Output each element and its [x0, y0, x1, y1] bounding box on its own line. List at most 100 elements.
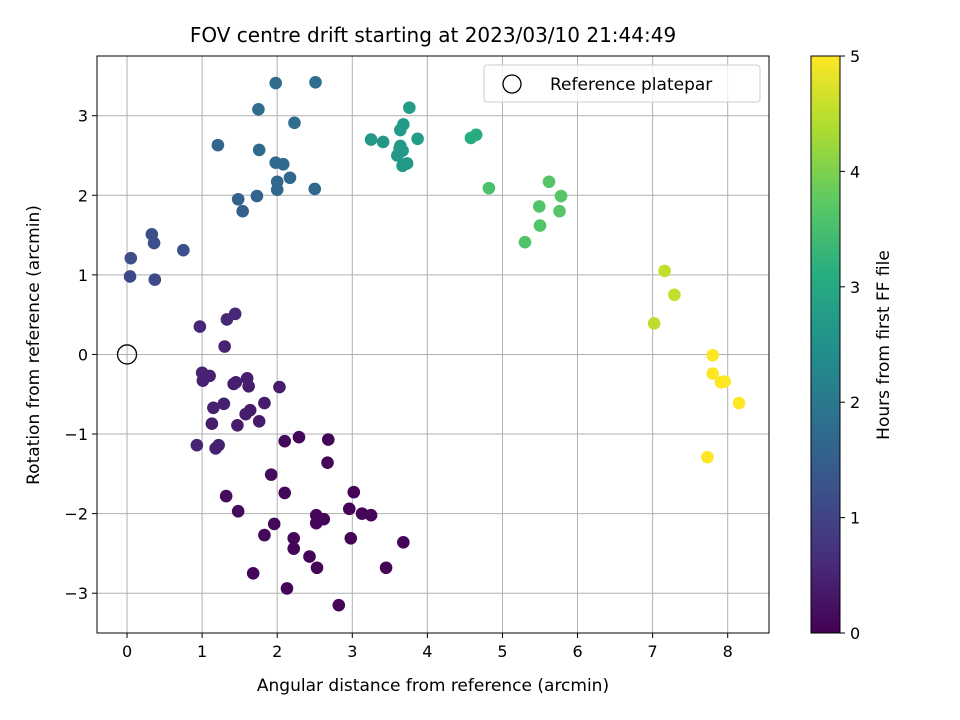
- scatter-point: [396, 144, 409, 158]
- legend: Reference platepar: [483, 64, 761, 103]
- x-tick-label: 8: [723, 642, 733, 661]
- scatter-point: [229, 376, 243, 389]
- chart-title: FOV centre drift starting at 2023/03/10 …: [190, 23, 676, 47]
- reference-marker: [116, 344, 138, 365]
- scatter-point: [211, 138, 225, 152]
- x-tick-label: 4: [422, 642, 432, 661]
- scatter-point: [252, 103, 265, 116]
- scatter-point: [309, 75, 322, 89]
- scatter-point: [718, 375, 732, 388]
- y-axis-label: Rotation from reference (arcmin): [24, 205, 44, 485]
- scatter-point: [287, 542, 301, 555]
- scatter-point: [647, 317, 661, 330]
- scatter-point: [658, 264, 671, 278]
- x-tick-label: 2: [272, 642, 282, 661]
- scatter-point: [321, 433, 335, 446]
- colorbar-label: Hours from first FF file: [874, 250, 894, 440]
- scatter-point: [287, 531, 301, 545]
- y-tick-label: 0: [78, 345, 88, 364]
- scatter-point: [276, 157, 290, 171]
- y-tick-label: −3: [64, 584, 88, 603]
- scatter-point: [252, 415, 266, 428]
- scatter-point: [212, 438, 225, 452]
- scatter-point: [273, 380, 286, 394]
- x-tick-label: 1: [197, 642, 207, 661]
- x-tick-label: 6: [572, 642, 582, 661]
- scatter-point: [292, 430, 306, 444]
- scatter-point: [308, 182, 322, 196]
- scatter-point: [364, 508, 378, 522]
- scatter-point: [469, 128, 483, 142]
- scatter-point: [283, 171, 297, 185]
- scatter-point: [554, 189, 568, 203]
- scatter-point: [258, 396, 271, 410]
- scatter-point: [364, 133, 378, 146]
- colorbar-ticks: 0 1 2 3 4 5: [840, 47, 860, 643]
- colorbar-tick-label: 2: [850, 393, 860, 412]
- scatter-point: [332, 598, 346, 612]
- scatter-point: [542, 175, 556, 189]
- scatter-point: [124, 251, 138, 265]
- scatter-point: [205, 417, 219, 430]
- scatter-point: [706, 348, 719, 362]
- scatter-point: [400, 157, 414, 170]
- scatter-point: [193, 320, 207, 333]
- colorbar-tick-label: 4: [850, 162, 860, 181]
- legend-box: [483, 64, 761, 103]
- scatter-point: [177, 243, 190, 257]
- scatter-point: [148, 273, 162, 286]
- scatter-point: [397, 535, 410, 549]
- scatter-point: [278, 486, 292, 500]
- scatter-point: [190, 438, 204, 452]
- scatter-point: [207, 401, 220, 415]
- scatter-point: [288, 116, 301, 130]
- scatter-point: [701, 450, 714, 464]
- scatter-point: [239, 407, 252, 421]
- scatter-point: [246, 567, 260, 580]
- scatter-point: [342, 502, 356, 516]
- y-axis-ticks: −3 −2 −1 0 1 2 3: [64, 107, 97, 603]
- x-tick-label: 3: [347, 642, 357, 661]
- scatter-point: [258, 528, 271, 542]
- data-points: [123, 75, 746, 612]
- x-tick-label: 7: [648, 642, 658, 661]
- scatter-point: [732, 396, 746, 410]
- scatter-point: [231, 192, 245, 206]
- y-tick-label: −2: [64, 505, 88, 524]
- scatter-point: [123, 270, 137, 283]
- scatter-point: [240, 372, 254, 385]
- y-tick-label: 2: [78, 186, 88, 205]
- reference-point-marker: [116, 344, 138, 365]
- scatter-point: [231, 418, 244, 432]
- scatter-point: [203, 369, 216, 383]
- colorbar-tick-label: 1: [850, 509, 860, 528]
- scatter-point: [303, 550, 316, 563]
- colorbar-tick-label: 5: [850, 47, 860, 66]
- scatter-point: [706, 367, 719, 380]
- scatter-point: [267, 517, 281, 531]
- scatter-point: [347, 485, 361, 499]
- scatter-point: [533, 219, 547, 232]
- scatter-point: [532, 200, 546, 213]
- colorbar: [810, 55, 841, 634]
- x-tick-label: 0: [122, 642, 132, 661]
- y-tick-label: −1: [64, 425, 88, 444]
- scatter-point: [310, 561, 324, 575]
- scatter-point: [379, 561, 393, 575]
- scatter-point: [553, 204, 566, 218]
- scatter-point: [321, 456, 334, 469]
- legend-label: Reference platepar: [550, 75, 712, 95]
- colorbar-tick-label: 0: [850, 624, 860, 643]
- scatter-point: [264, 468, 278, 481]
- colorbar-tick-label: 3: [850, 278, 860, 297]
- y-tick-label: 3: [78, 107, 88, 126]
- scatter-point: [145, 227, 159, 241]
- scatter-point: [376, 135, 390, 149]
- grid-lines: [97, 56, 769, 633]
- scatter-point: [231, 504, 245, 518]
- scatter-point: [397, 118, 410, 131]
- x-axis-ticks: 0 1 2 3 4 5 6 7 8: [122, 633, 733, 661]
- scatter-point: [252, 143, 266, 157]
- scatter-point: [411, 132, 424, 146]
- scatter-point: [309, 508, 323, 522]
